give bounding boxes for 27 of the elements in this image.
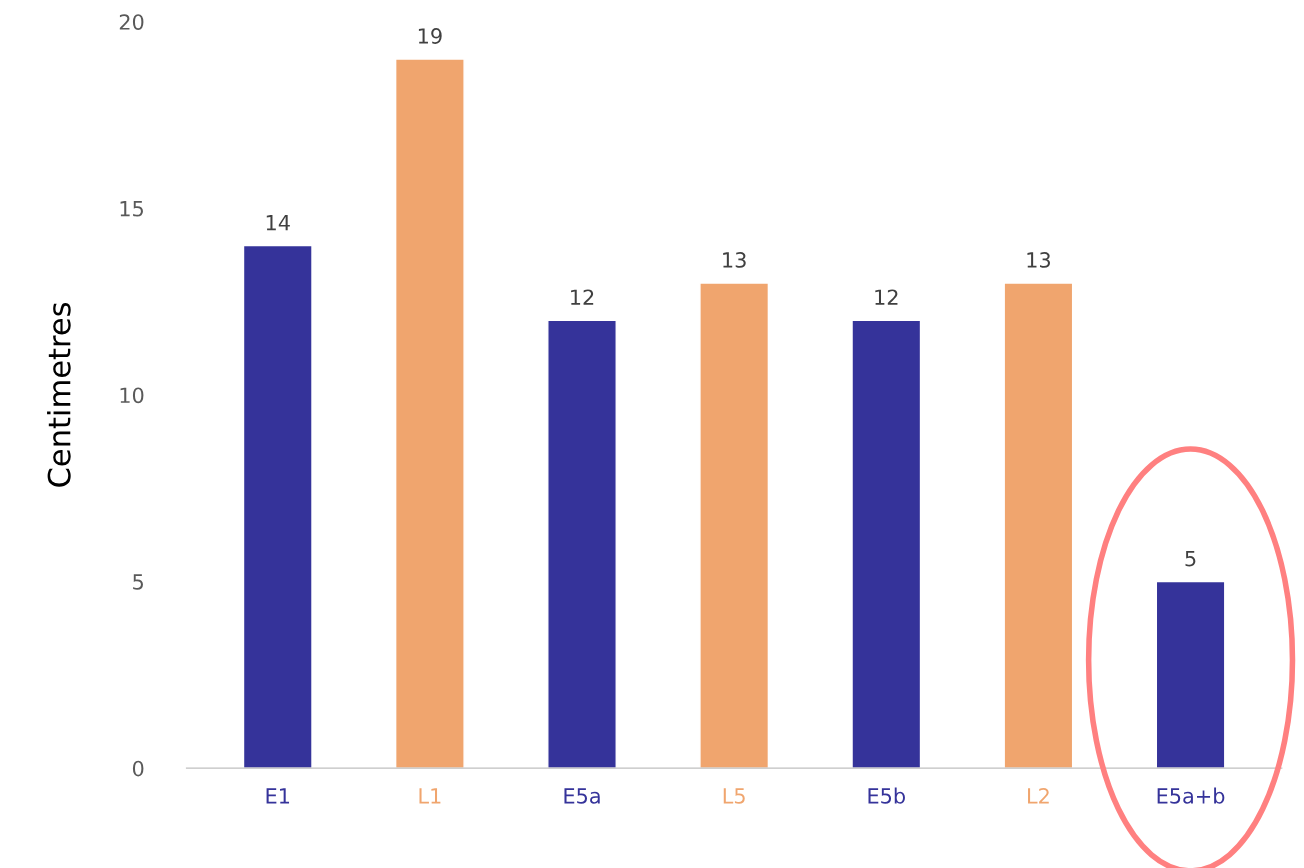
x-tick-label: L2 [1028, 787, 1049, 804]
data-label: 12 [875, 289, 898, 305]
x-tick-label: E1 [266, 788, 290, 804]
y-tick-label: 0 [132, 760, 144, 777]
data-label: 5 [1185, 550, 1196, 567]
bar [242, 244, 313, 769]
data-label: 13 [1027, 252, 1050, 268]
x-tick-label: E5b [868, 787, 905, 804]
bar [851, 319, 922, 769]
y-tick-label: 5 [133, 574, 143, 590]
data-label: 12 [571, 289, 594, 305]
bar [699, 282, 770, 769]
x-tick-label: E5a [564, 788, 600, 804]
y-tick-label: 15 [120, 201, 143, 217]
data-label: 19 [418, 28, 442, 44]
y-axis-title: Centimetres [47, 302, 71, 487]
x-tick-label: L1 [419, 788, 441, 804]
y-tick-label: 10 [120, 387, 144, 404]
bar [547, 319, 617, 769]
data-label: 13 [723, 252, 746, 268]
y-tick-label: 20 [119, 14, 144, 30]
bar [1155, 580, 1226, 769]
bar [1003, 282, 1074, 769]
bar [394, 58, 465, 769]
x-tick-label: L5 [723, 788, 745, 804]
data-label: 14 [266, 215, 290, 231]
x-tick-label: E5a+b [1157, 787, 1225, 804]
